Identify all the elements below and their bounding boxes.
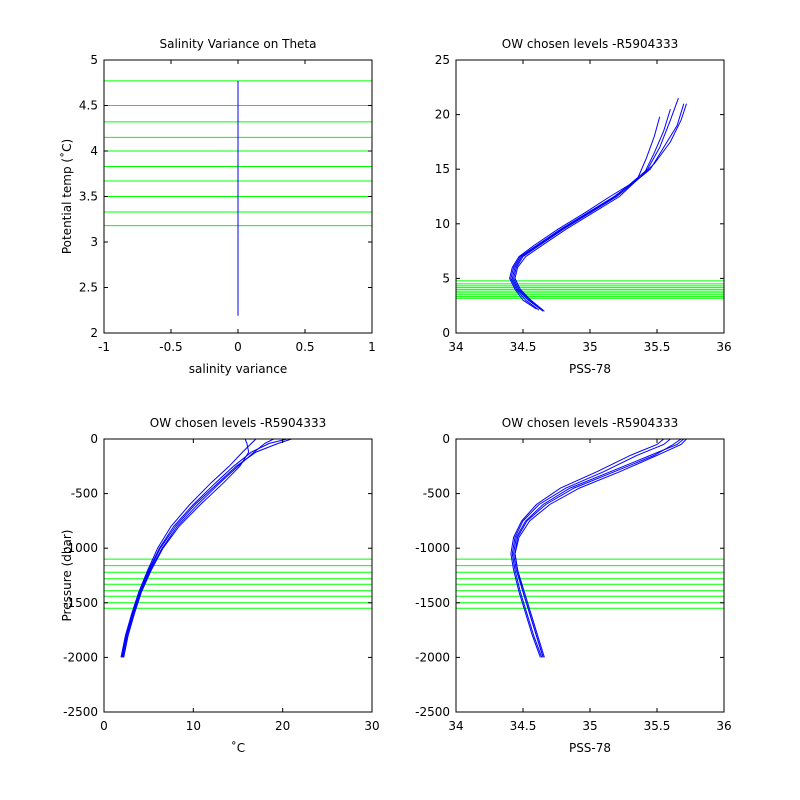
x-tick-label-pressure-temperature-0: 0 [100,719,108,733]
y-tick-label-salinity-variance-5: 4.5 [79,99,98,113]
y-tick-label-pressure-temperature-2: -1500 [63,596,98,610]
y-tick-label-theta-salinity-4: 20 [435,108,450,122]
y-tick-label-pressure-salinity-0: -2500 [415,705,450,719]
x-tick-label-theta-salinity-3: 35.5 [644,340,671,354]
x-axis-label-salinity-variance: salinity variance [189,362,288,376]
y-tick-label-pressure-temperature-3: -1000 [63,541,98,555]
y-tick-label-salinity-variance-2: 3 [90,235,98,249]
y-tick-label-pressure-salinity-5: 0 [442,432,450,446]
x-axis-ticks-theta-salinity: 34 34.5 35 35.5 36 [448,60,732,354]
profile-line-pressure-salinity-4 [514,438,682,658]
profile-line-pressure-temperature-3 [121,438,292,658]
axes-box-pressure-temperature [103,438,373,713]
x-axis-ticks-salinity-variance: -1 -0.5 0 0.5 1 [98,60,376,354]
y-tick-label-salinity-variance-0: 2 [90,326,98,340]
y-axis-label-salinity-variance: Potential temp (˚C) [59,139,74,254]
profile-line-pressure-temperature-1 [122,438,274,658]
x-tick-label-salinity-variance-3: 0.5 [295,340,314,354]
y-tick-label-theta-salinity-2: 10 [435,217,450,231]
y-tick-label-pressure-temperature-0: -2500 [63,705,98,719]
y-axis-label-pressure-temperature: Pressure (dbar) [60,530,74,622]
x-tick-label-theta-salinity-0: 34 [448,340,463,354]
y-tick-label-pressure-temperature-5: 0 [90,432,98,446]
plot-area-theta-salinity [456,98,724,312]
profile-line-pressure-salinity-2 [514,438,687,658]
x-tick-label-pressure-salinity-3: 35.5 [644,719,671,733]
x-axis-ticks-pressure-temperature: 0 10 20 30 [100,439,380,733]
y-tick-label-pressure-salinity-3: -1000 [415,541,450,555]
profile-line-pressure-temperature-4 [123,438,250,658]
y-axis-ticks-pressure-temperature: -2500 -2000 -1500 -1000 -500 0 [63,432,372,719]
x-tick-label-pressure-salinity-2: 35 [582,719,597,733]
y-tick-label-theta-salinity-0: 0 [442,326,450,340]
x-tick-label-pressure-salinity-4: 36 [716,719,731,733]
panel-salinity-variance: Salinity Variance on Theta salinity vari… [59,37,376,376]
profile-line-pressure-temperature-2 [120,438,257,658]
x-tick-label-pressure-temperature-2: 20 [275,719,290,733]
x-tick-label-theta-salinity-1: 34.5 [510,340,537,354]
x-axis-label-pressure-temperature: ˚C [231,740,245,755]
y-tick-label-theta-salinity-1: 5 [442,271,450,285]
x-axis-label-pressure-salinity: PSS-78 [569,741,611,755]
y-tick-label-salinity-variance-6: 5 [90,53,98,67]
x-tick-label-pressure-salinity-1: 34.5 [510,719,537,733]
profile-line-pressure-salinity-3 [510,438,665,658]
x-tick-label-salinity-variance-4: 1 [368,340,376,354]
profile-line-theta-salinity-0 [513,103,685,312]
plot-area-pressure-salinity [456,438,724,658]
y-tick-label-salinity-variance-1: 2.5 [79,281,98,295]
chart-title-pressure-salinity: OW chosen levels -R5904333 [502,416,678,430]
y-axis-ticks-salinity-variance: 2 2.5 3 3.5 4 4.5 5 [79,53,372,340]
y-tick-label-salinity-variance-4: 4 [90,144,98,158]
x-tick-label-salinity-variance-0: -1 [98,340,110,354]
y-tick-label-pressure-temperature-1: -2000 [63,650,98,664]
chart-title-salinity-variance: Salinity Variance on Theta [160,37,317,51]
x-axis-ticks-pressure-salinity: 34 34.5 35 35.5 36 [448,439,732,733]
y-tick-label-pressure-salinity-1: -2000 [415,650,450,664]
y-tick-label-theta-salinity-5: 25 [435,53,450,67]
profile-line-theta-salinity-3 [509,116,661,310]
panel-theta-salinity: OW chosen levels -R5904333 PSS-78 34 34.5… [435,37,732,376]
panel-pressure-temperature: OW chosen levels -R5904333 ˚C Pressure (… [60,416,380,755]
x-tick-label-salinity-variance-1: -0.5 [159,340,182,354]
profile-line-pressure-salinity-1 [511,438,671,658]
profile-line-theta-salinity-4 [511,98,679,311]
x-tick-label-theta-salinity-4: 36 [716,340,731,354]
x-tick-label-salinity-variance-2: 0 [234,340,242,354]
y-tick-label-pressure-salinity-2: -1500 [415,596,450,610]
profile-line-theta-salinity-2 [514,103,687,312]
chart-title-theta-salinity: OW chosen levels -R5904333 [502,37,678,51]
y-tick-label-salinity-variance-3: 3.5 [79,190,98,204]
profile-line-theta-salinity-1 [510,108,671,311]
x-tick-label-pressure-temperature-3: 30 [364,719,379,733]
panel-pressure-salinity: OW chosen levels -R5904333 PSS-78 34 34.5… [415,416,732,755]
y-tick-label-pressure-salinity-4: -500 [423,487,450,501]
plot-area-salinity-variance [104,80,372,316]
plot-area-pressure-temperature [104,438,372,658]
x-tick-label-theta-salinity-2: 35 [582,340,597,354]
x-tick-label-pressure-salinity-0: 34 [448,719,463,733]
y-tick-label-theta-salinity-3: 15 [435,162,450,176]
y-tick-label-pressure-temperature-4: -500 [71,487,98,501]
x-tick-label-pressure-temperature-1: 10 [186,719,201,733]
x-axis-label-theta-salinity: PSS-78 [569,362,611,376]
y-axis-ticks-pressure-salinity: -2500 -2000 -1500 -1000 -500 0 [415,432,724,719]
y-axis-ticks-theta-salinity: 0 5 10 15 20 25 [435,53,724,340]
chart-title-pressure-temperature: OW chosen levels -R5904333 [150,416,326,430]
